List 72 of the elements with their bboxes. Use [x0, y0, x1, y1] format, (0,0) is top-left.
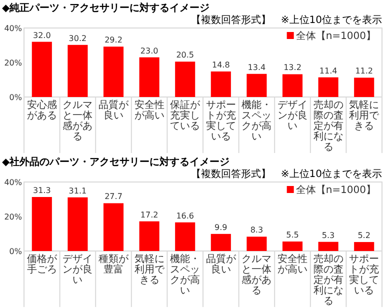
y-tick-label: 40% — [4, 24, 22, 33]
data-label: 27.7 — [104, 192, 122, 202]
data-label: 8.3 — [250, 226, 264, 235]
x-tick-label: 品質が良い — [98, 99, 130, 122]
bar — [318, 242, 338, 251]
chart-title: ◆純正パーツ・アクセサリーに対するイメージ — [2, 2, 210, 14]
bar — [175, 62, 196, 97]
bar — [354, 242, 374, 251]
bar — [318, 77, 338, 97]
chart-subtitle: 【複数回答形式】 ※上位10位までを表示 — [190, 14, 382, 26]
chart-subtitle: 【複数回答形式】 ※上位10位までを表示 — [190, 168, 382, 180]
legend-label: 全体【n=1000】 — [296, 184, 376, 196]
bar — [282, 242, 303, 251]
x-tick-label: 機能・スペックが高い — [170, 253, 200, 296]
y-tick-label: 20% — [4, 212, 22, 222]
data-label: 5.5 — [286, 230, 299, 240]
bar — [282, 74, 303, 97]
data-label: 11.4 — [319, 66, 338, 76]
data-label: 32.0 — [32, 30, 51, 40]
bar — [210, 71, 231, 97]
x-tick-label: 機能・スペックが高い — [242, 99, 272, 142]
x-tick-label: 売却の際の査定が有利になる — [313, 99, 344, 153]
data-label: 31.3 — [32, 186, 51, 196]
bar — [32, 42, 52, 97]
x-tick-label: 安心感がある — [26, 99, 57, 122]
x-tick-label: 種類が豊富 — [98, 253, 130, 276]
data-label: 5.3 — [322, 230, 335, 240]
bar — [103, 46, 124, 97]
x-tick-label: クルマと一体感がある — [62, 100, 93, 142]
x-tick-label: 保証が充実している — [170, 99, 202, 132]
data-label: 9.9 — [214, 222, 228, 232]
bar — [103, 203, 124, 251]
y-tick-label: 0% — [9, 93, 22, 102]
bar — [68, 197, 88, 251]
x-tick-label: 気軽に利用できる — [349, 100, 380, 132]
data-label: 14.8 — [212, 60, 230, 70]
data-label: 29.2 — [104, 36, 122, 45]
chart-title: ◆社外品のパーツ・アクセサリーに対するイメージ — [2, 156, 230, 168]
bar — [139, 57, 160, 97]
y-tick-label: 20% — [4, 58, 22, 68]
data-label: 17.2 — [140, 210, 158, 220]
x-tick-label: 売却の際の査定が有利になる — [313, 253, 344, 307]
data-label: 23.0 — [140, 46, 158, 56]
x-tick-label: サポートが充実している — [206, 100, 236, 142]
x-tick-label: 気軽に利用できる — [134, 254, 166, 286]
data-label: 20.5 — [176, 50, 194, 60]
legend-label: 全体【n=1000】 — [296, 30, 376, 42]
data-label: 31.1 — [68, 186, 87, 196]
x-tick-label: デザインが良い — [62, 254, 93, 286]
bar — [139, 221, 160, 251]
y-tick-label: 40% — [4, 178, 22, 187]
bar — [354, 78, 374, 97]
bar — [210, 234, 231, 251]
bar — [175, 222, 196, 251]
x-tick-label: 安全性が高い — [134, 99, 164, 122]
x-tick-label: 価格が手ごろ — [26, 253, 58, 276]
x-tick-label: クルマと一体感がある — [242, 254, 272, 296]
data-label: 30.2 — [68, 34, 87, 43]
data-label: 13.2 — [284, 63, 302, 72]
x-tick-label: 安全性が高い — [278, 253, 308, 276]
bar — [246, 74, 267, 97]
bar — [246, 236, 267, 251]
x-tick-label: デザインが良い — [278, 100, 308, 132]
x-tick-label: サポートが充実している — [349, 254, 380, 296]
bar — [32, 197, 52, 251]
x-tick-label: 品質が良い — [206, 253, 237, 276]
data-label: 5.2 — [358, 231, 370, 240]
bar — [68, 44, 88, 97]
data-label: 16.6 — [176, 211, 194, 220]
y-tick-label: 0% — [9, 247, 22, 256]
data-label: 11.2 — [355, 66, 374, 76]
data-label: 13.4 — [248, 62, 266, 72]
